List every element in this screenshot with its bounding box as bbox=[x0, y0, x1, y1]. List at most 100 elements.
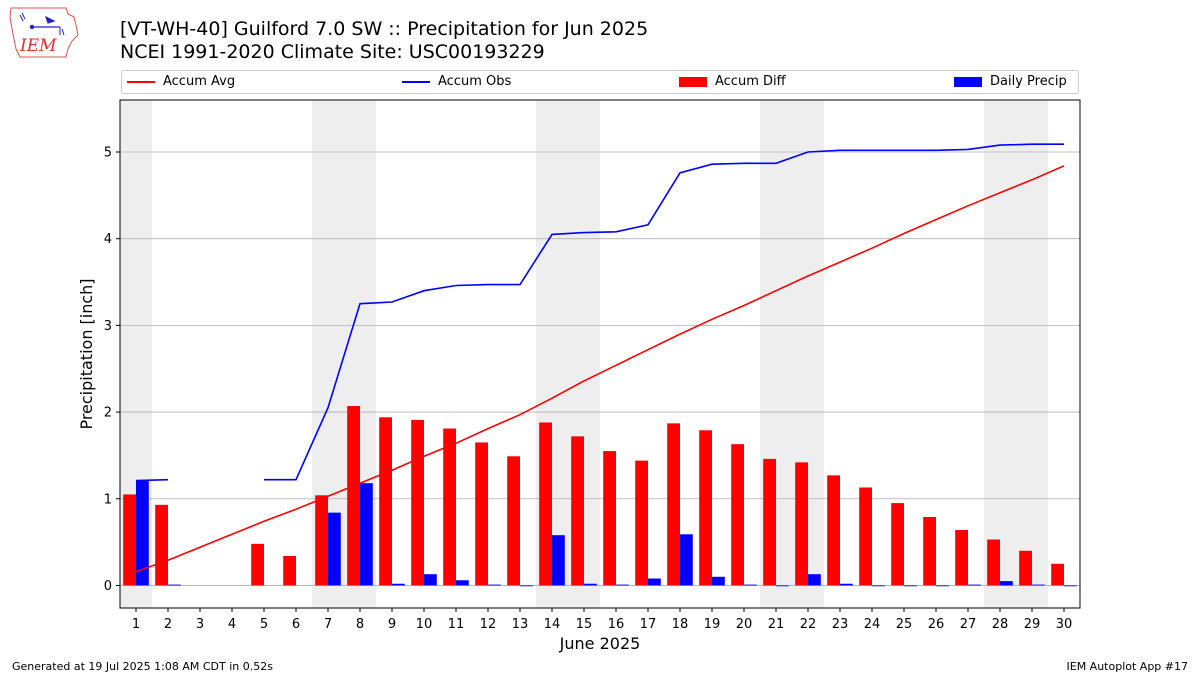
daily-precip-bar bbox=[392, 583, 405, 586]
x-tick-label: 9 bbox=[388, 617, 396, 632]
daily-precip-bar bbox=[1032, 584, 1045, 586]
accum-diff-bar bbox=[475, 442, 488, 586]
daily-precip-bar bbox=[904, 585, 917, 587]
accum-obs-line bbox=[135, 478, 169, 482]
accum-diff-bar bbox=[251, 543, 264, 586]
accum-obs-line bbox=[264, 143, 1064, 481]
accum-diff-bar bbox=[923, 516, 936, 586]
y-tick-label: 3 bbox=[104, 319, 112, 334]
chart-title: [VT-WH-40] Guilford 7.0 SW :: Precipitat… bbox=[120, 18, 649, 40]
plot-frame bbox=[119, 99, 1081, 609]
legend-swatch-accum-diff bbox=[679, 76, 707, 87]
x-tick-label: 17 bbox=[640, 617, 657, 632]
daily-precip-bar bbox=[328, 512, 341, 586]
legend-swatch-accum-avg bbox=[127, 80, 155, 83]
daily-precip-bar bbox=[840, 583, 853, 586]
x-tick-label: 24 bbox=[864, 617, 881, 632]
accum-diff-bar bbox=[699, 430, 712, 586]
y-tick-label: 4 bbox=[104, 232, 112, 247]
daily-precip-bar bbox=[424, 574, 437, 586]
x-tick-label: 1 bbox=[132, 617, 140, 632]
daily-precip-bar bbox=[808, 574, 821, 586]
x-tick-label: 10 bbox=[416, 617, 433, 632]
daily-precip-bar bbox=[936, 585, 949, 587]
x-tick-label: 30 bbox=[1056, 617, 1073, 632]
weekend-shade bbox=[984, 100, 1048, 608]
daily-precip-bar bbox=[872, 585, 885, 587]
daily-precip-bar bbox=[744, 584, 757, 586]
app-credit: IEM Autoplot App #17 bbox=[1066, 660, 1189, 673]
accum-diff-bar bbox=[443, 428, 456, 586]
legend-label-daily-precip: Daily Precip bbox=[990, 74, 1067, 89]
y-tick-label: 0 bbox=[104, 579, 112, 594]
daily-precip-bar bbox=[360, 483, 373, 586]
accum-diff-bar bbox=[731, 444, 744, 586]
accum-diff-bar bbox=[155, 504, 168, 586]
accum-diff-bar bbox=[315, 495, 328, 586]
x-tick-label: 15 bbox=[576, 617, 593, 632]
x-tick-label: 22 bbox=[800, 617, 817, 632]
generated-timestamp: Generated at 19 Jul 2025 1:08 AM CDT in … bbox=[12, 660, 273, 673]
daily-precip-bar bbox=[136, 480, 149, 586]
y-axis-label: Precipitation [inch] bbox=[77, 278, 96, 429]
legend-label-accum-avg: Accum Avg bbox=[163, 74, 236, 89]
legend-swatch-daily-precip bbox=[954, 76, 982, 87]
accum-diff-bar bbox=[347, 406, 360, 586]
accum-diff-bar bbox=[667, 423, 680, 586]
y-tick-label: 5 bbox=[104, 146, 112, 161]
chart-legend: Accum Avg Accum Obs Accum Diff Daily Pre… bbox=[121, 70, 1079, 94]
accum-avg-line bbox=[135, 165, 1065, 573]
daily-precip-bar bbox=[1000, 581, 1013, 586]
daily-precip-bar bbox=[616, 584, 629, 586]
x-tick-label: 7 bbox=[324, 617, 332, 632]
logo-text: IEM bbox=[19, 36, 57, 56]
daily-precip-bar bbox=[520, 585, 533, 587]
x-tick-label: 28 bbox=[992, 617, 1009, 632]
daily-precip-bar bbox=[648, 578, 661, 586]
daily-precip-bar bbox=[712, 576, 725, 586]
x-axis-label: June 2025 bbox=[559, 634, 641, 653]
accum-diff-bar bbox=[859, 487, 872, 586]
x-tick-label: 8 bbox=[356, 617, 364, 632]
daily-precip-bar bbox=[1064, 585, 1077, 587]
x-tick-label: 11 bbox=[448, 617, 465, 632]
x-tick-label: 19 bbox=[704, 617, 721, 632]
legend-item-accum-diff: Accum Diff bbox=[679, 74, 786, 92]
accum-diff-bar bbox=[123, 494, 136, 586]
chart-subtitle: NCEI 1991-2020 Climate Site: USC00193229 bbox=[120, 41, 545, 63]
x-tick-label: 18 bbox=[672, 617, 689, 632]
accum-diff-bar bbox=[1019, 550, 1032, 586]
x-tick-label: 21 bbox=[768, 617, 785, 632]
accum-diff-bar bbox=[827, 475, 840, 586]
accum-diff-bar bbox=[795, 462, 808, 586]
x-tick-label: 4 bbox=[228, 617, 236, 632]
x-tick-label: 13 bbox=[512, 617, 529, 632]
x-tick-label: 26 bbox=[928, 617, 945, 632]
x-tick-label: 3 bbox=[196, 617, 204, 632]
legend-item-accum-avg: Accum Avg bbox=[127, 74, 235, 92]
accum-diff-bar bbox=[635, 460, 648, 586]
accum-diff-bar bbox=[891, 503, 904, 586]
daily-precip-bar bbox=[488, 584, 501, 586]
accum-diff-bar bbox=[379, 417, 392, 586]
legend-swatch-accum-obs bbox=[402, 80, 430, 83]
daily-precip-bar bbox=[968, 584, 981, 586]
x-tick-label: 23 bbox=[832, 617, 849, 632]
accum-diff-bar bbox=[955, 529, 968, 586]
x-tick-label: 16 bbox=[608, 617, 625, 632]
y-tick-label: 2 bbox=[104, 406, 112, 421]
accum-diff-bar bbox=[987, 539, 1000, 586]
x-tick-label: 2 bbox=[164, 617, 172, 632]
accum-diff-bar bbox=[411, 419, 424, 586]
x-tick-label: 25 bbox=[896, 617, 913, 632]
legend-item-daily-precip: Daily Precip bbox=[954, 74, 1067, 92]
x-tick-label: 27 bbox=[960, 617, 977, 632]
accum-diff-bar bbox=[571, 436, 584, 586]
daily-precip-bar bbox=[584, 583, 597, 586]
daily-precip-bar bbox=[456, 580, 469, 586]
daily-precip-bar bbox=[552, 535, 565, 586]
x-tick-label: 12 bbox=[480, 617, 497, 632]
legend-label-accum-diff: Accum Diff bbox=[715, 74, 786, 89]
accum-diff-bar bbox=[283, 555, 296, 586]
